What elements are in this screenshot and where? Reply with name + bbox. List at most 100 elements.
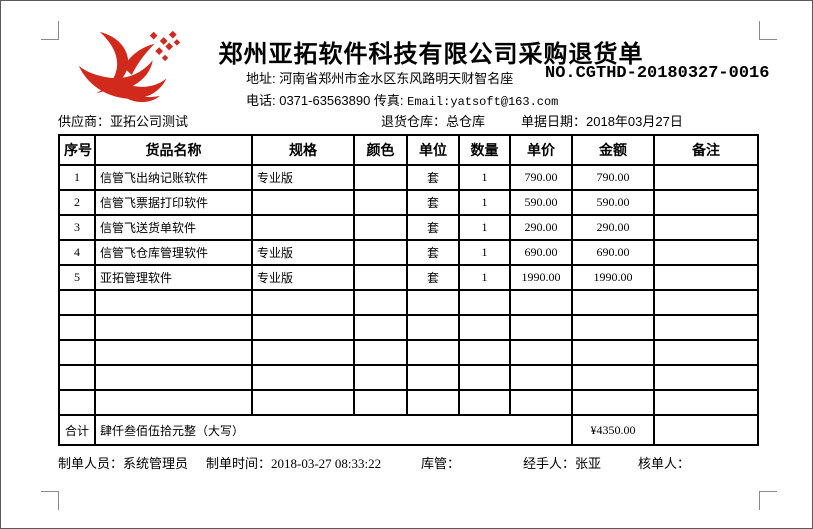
cell-color xyxy=(353,214,408,241)
table-row: 2 信管飞票据打印软件 套 1 590.00 590.00 xyxy=(58,189,759,216)
cell-remark xyxy=(653,239,759,266)
col-header-unit: 单位 xyxy=(406,134,460,166)
cell-index: 3 xyxy=(58,214,96,241)
col-header-price: 单价 xyxy=(509,134,573,166)
cell-unit: 套 xyxy=(406,264,460,291)
page-title: 郑州亚拓软件科技有限公司采购退货单 xyxy=(218,41,644,68)
cell-spec: 专业版 xyxy=(251,164,355,191)
return-warehouse-field: 退货仓库：总仓库 xyxy=(381,111,485,130)
cell-amount: 590.00 xyxy=(571,189,655,216)
table-row: 3 信管飞送货单软件 套 1 290.00 290.00 xyxy=(58,214,759,241)
company-logo xyxy=(78,31,181,103)
supplier-field: 供应商：亚拓公司测试 xyxy=(58,111,188,130)
handler-field: 经手人：张亚 xyxy=(523,453,601,472)
creator-field: 制单人员：系统管理员 xyxy=(58,453,188,472)
cell-qty: 1 xyxy=(458,189,511,216)
table-row: 4 信管飞仓库管理软件 专业版 套 1 690.00 690.00 xyxy=(58,239,759,266)
cell-index: 5 xyxy=(58,264,96,291)
table-header-row: 序号 货品名称 规格 颜色 单位 数量 单价 金额 备注 xyxy=(58,134,759,166)
col-header-index: 序号 xyxy=(58,134,96,166)
col-header-spec: 规格 xyxy=(251,134,355,166)
warehouse-label: 退货仓库： xyxy=(381,114,447,129)
crop-mark-top-right xyxy=(759,21,777,40)
warehouse-keeper-field: 库管： xyxy=(421,453,460,472)
cell-product: 信管飞出纳记账软件 xyxy=(94,164,253,191)
table-empty-row xyxy=(58,389,759,416)
date-value: 2018年03月27日 xyxy=(586,114,683,129)
table-row: 5 亚拓管理软件 专业版 套 1 1990.00 1990.00 xyxy=(58,264,759,291)
col-header-amount: 金额 xyxy=(571,134,655,166)
crop-mark-top-left xyxy=(41,21,59,40)
time-value: 2018-03-27 08:33:22 xyxy=(271,456,382,471)
table-empty-row xyxy=(58,339,759,366)
cell-index: 1 xyxy=(58,164,96,191)
cell-index: 2 xyxy=(58,189,96,216)
cell-remark xyxy=(653,264,759,291)
cell-unit: 套 xyxy=(406,164,460,191)
cell-unit: 套 xyxy=(406,189,460,216)
warehouse-value: 总仓库 xyxy=(446,114,486,129)
total-remark xyxy=(653,414,759,446)
date-label: 单据日期： xyxy=(521,114,587,129)
cell-price: 690.00 xyxy=(509,239,573,266)
table-empty-row xyxy=(58,314,759,341)
total-label: 合计 xyxy=(58,414,96,446)
cell-product: 信管飞送货单软件 xyxy=(94,214,253,241)
cell-amount: 690.00 xyxy=(571,239,655,266)
document-number: NO.CGTHD-20180327-0016 xyxy=(545,64,770,83)
handler-value: 张亚 xyxy=(575,456,602,471)
cell-amount: 1990.00 xyxy=(571,264,655,291)
cell-color xyxy=(353,164,408,191)
creator-value: 系统管理员 xyxy=(123,456,189,471)
cell-qty: 1 xyxy=(458,264,511,291)
cell-price: 290.00 xyxy=(509,214,573,241)
cell-index: 4 xyxy=(58,239,96,266)
cell-product: 亚拓管理软件 xyxy=(94,264,253,291)
cell-unit: 套 xyxy=(406,214,460,241)
cell-price: 590.00 xyxy=(509,189,573,216)
cell-qty: 1 xyxy=(458,164,511,191)
handler-label: 经手人： xyxy=(523,456,576,471)
cell-qty: 1 xyxy=(458,214,511,241)
supplier-value: 亚拓公司测试 xyxy=(110,114,189,129)
keeper-label: 库管： xyxy=(421,456,461,471)
time-label: 制单时间： xyxy=(206,456,272,471)
total-amount: ¥4350.00 xyxy=(571,414,655,446)
table-row: 1 信管飞出纳记账软件 专业版 套 1 790.00 790.00 xyxy=(58,164,759,191)
company-contact: 电话: 0371-63563890 传真: Email:yatsoft@163.… xyxy=(246,90,558,109)
email-text: Email:yatsoft@163.com xyxy=(407,95,559,109)
cell-remark xyxy=(653,164,759,191)
cell-color xyxy=(353,264,408,291)
cell-color xyxy=(353,239,408,266)
items-table: 序号 货品名称 规格 颜色 单位 数量 单价 金额 备注 1 信管飞出纳记账软件… xyxy=(58,134,759,446)
phone-fax-text: 电话: 0371-63563890 传真: xyxy=(246,93,408,108)
cell-amount: 790.00 xyxy=(571,164,655,191)
cell-spec: 专业版 xyxy=(251,264,355,291)
cell-price: 1990.00 xyxy=(509,264,573,291)
checker-field: 核单人： xyxy=(638,453,690,472)
cell-unit: 套 xyxy=(406,239,460,266)
col-header-remark: 备注 xyxy=(653,134,759,166)
crop-mark-bottom-right xyxy=(759,491,777,510)
cell-price: 790.00 xyxy=(509,164,573,191)
amount-in-words: 肆仟叁佰伍拾元整（大写） xyxy=(94,414,573,446)
col-header-product: 货品名称 xyxy=(94,134,253,166)
table-empty-row xyxy=(58,364,759,391)
company-address: 地址: 河南省郑州市金水区东风路明天财智名座 xyxy=(246,71,514,86)
table-empty-row xyxy=(58,289,759,316)
cell-product: 信管飞仓库管理软件 xyxy=(94,239,253,266)
table-total-row: 合计 肆仟叁佰伍拾元整（大写） ¥4350.00 xyxy=(58,414,759,446)
document-date-field: 单据日期：2018年03月27日 xyxy=(521,111,683,130)
cell-qty: 1 xyxy=(458,239,511,266)
cell-remark xyxy=(653,214,759,241)
cell-product: 信管飞票据打印软件 xyxy=(94,189,253,216)
checker-label: 核单人： xyxy=(638,456,691,471)
crop-mark-bottom-left xyxy=(41,491,59,510)
cell-color xyxy=(353,189,408,216)
col-header-color: 颜色 xyxy=(353,134,408,166)
cell-spec: 专业版 xyxy=(251,239,355,266)
col-header-qty: 数量 xyxy=(458,134,511,166)
cell-spec xyxy=(251,214,355,241)
cell-amount: 290.00 xyxy=(571,214,655,241)
